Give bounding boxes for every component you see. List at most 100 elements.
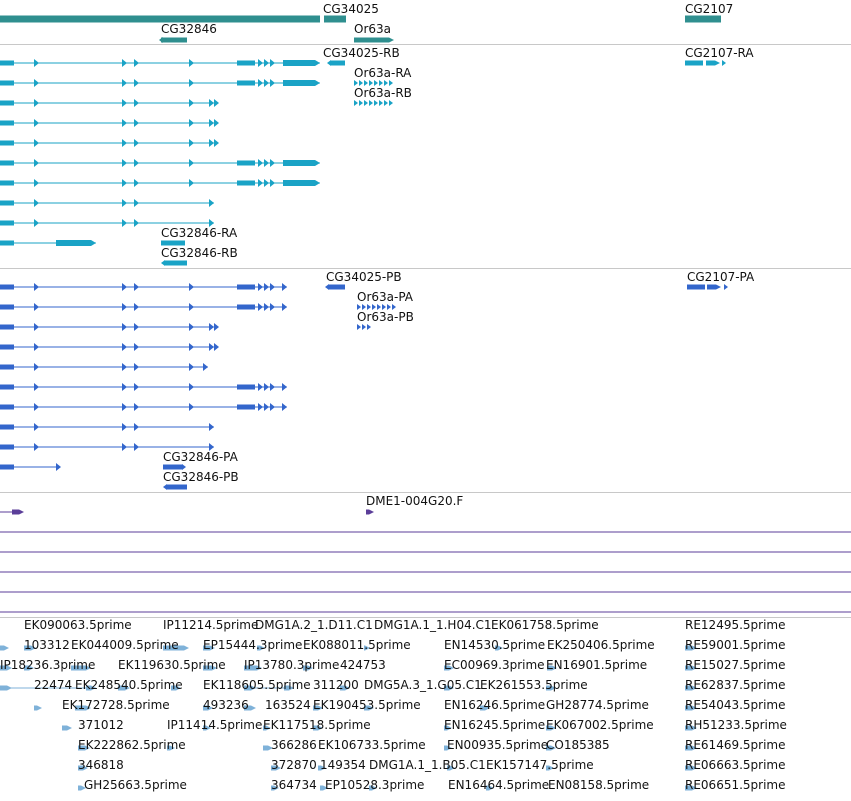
exon-box[interactable]: [331, 60, 345, 66]
strand-arrow[interactable]: [203, 363, 208, 371]
est-label[interactable]: RE62837.5prime: [685, 678, 786, 692]
strand-arrow[interactable]: [122, 139, 127, 147]
strand-arrow[interactable]: [209, 323, 214, 331]
exon-box[interactable]: [0, 404, 14, 410]
est-glyph[interactable]: [167, 745, 175, 751]
est-label[interactable]: GH25663.5prime: [84, 778, 187, 792]
transcript-label-cg32846-pb[interactable]: CG32846-PB: [163, 470, 239, 484]
strand-arrow[interactable]: [367, 324, 371, 330]
strand-arrow[interactable]: [34, 219, 39, 227]
strand-arrow[interactable]: [264, 383, 269, 391]
est-glyph[interactable]: [444, 685, 454, 691]
est-label[interactable]: EK067002.5prime: [546, 718, 654, 732]
strand-arrow[interactable]: [209, 219, 214, 227]
est-label[interactable]: RE59001.5prime: [685, 638, 786, 652]
strand-arrow[interactable]: [374, 80, 378, 86]
exon-box[interactable]: [167, 484, 187, 490]
est-label[interactable]: EK172728.5prime: [62, 698, 170, 712]
exon-arrow[interactable]: [283, 180, 320, 186]
est-label[interactable]: EK222862.5prime: [78, 738, 186, 752]
strand-arrow[interactable]: [122, 159, 127, 167]
strand-arrow[interactable]: [189, 303, 194, 311]
strand-arrow[interactable]: [258, 159, 263, 167]
est-label[interactable]: EN16246.5prime: [444, 698, 546, 712]
est-glyph[interactable]: [447, 765, 455, 771]
est-label[interactable]: EN16901.5prime: [546, 658, 648, 672]
strand-arrow[interactable]: [359, 100, 363, 106]
gene-label-or63a[interactable]: Or63a: [354, 22, 392, 36]
est-glyph[interactable]: [320, 785, 328, 791]
strand-arrow[interactable]: [122, 443, 127, 451]
strand-arrow[interactable]: [282, 283, 287, 291]
strand-arrow[interactable]: [282, 303, 287, 311]
strand-arrow[interactable]: [367, 304, 371, 310]
strand-arrow[interactable]: [387, 304, 391, 310]
est-glyph[interactable]: [257, 645, 265, 651]
strand-arrow[interactable]: [122, 99, 127, 107]
strand-arrow[interactable]: [264, 159, 269, 167]
strand-arrow[interactable]: [189, 283, 194, 291]
est-glyph[interactable]: [86, 685, 96, 691]
est-glyph[interactable]: [303, 665, 313, 671]
strand-arrow[interactable]: [34, 99, 39, 107]
strand-arrow[interactable]: [189, 383, 194, 391]
strand-arrow[interactable]: [189, 79, 194, 87]
transcript-label-cg32846-ra[interactable]: CG32846-RA: [161, 226, 238, 240]
est-label[interactable]: RE61469.5prime: [685, 738, 786, 752]
est-label[interactable]: IP18236.3prime: [0, 658, 96, 672]
strand-arrow[interactable]: [362, 324, 366, 330]
strand-arrow[interactable]: [372, 304, 376, 310]
transcript-label-cg2107-ra[interactable]: CG2107-RA: [685, 46, 754, 60]
est-label[interactable]: EK106733.5prime: [318, 738, 426, 752]
exon-box[interactable]: [237, 80, 255, 86]
est-glyph[interactable]: [546, 725, 556, 731]
strand-arrow[interactable]: [264, 79, 269, 87]
est-glyph[interactable]: [75, 705, 91, 711]
strand-arrow[interactable]: [264, 403, 269, 411]
strand-arrow[interactable]: [362, 304, 366, 310]
exon-box[interactable]: [237, 404, 255, 410]
exon-box[interactable]: [161, 240, 185, 246]
exon-box[interactable]: [0, 60, 14, 66]
est-label[interactable]: CO185385: [546, 738, 610, 752]
strand-arrow[interactable]: [377, 304, 381, 310]
est-glyph[interactable]: [444, 725, 452, 731]
strand-arrow-left[interactable]: [161, 260, 165, 266]
est-glyph[interactable]: [271, 765, 281, 771]
strand-arrow[interactable]: [134, 79, 139, 87]
est-glyph[interactable]: [118, 685, 130, 691]
strand-arrow[interactable]: [34, 303, 39, 311]
strand-arrow[interactable]: [34, 139, 39, 147]
exon-box[interactable]: [0, 80, 14, 86]
strand-arrow[interactable]: [122, 79, 127, 87]
est-glyph[interactable]: [364, 645, 370, 651]
strand-arrow[interactable]: [34, 119, 39, 127]
strand-arrow[interactable]: [384, 100, 388, 106]
strand-arrow[interactable]: [357, 304, 361, 310]
strand-arrow[interactable]: [214, 99, 219, 107]
gene-cg34025[interactable]: [0, 15, 320, 23]
exon-box[interactable]: [163, 464, 183, 470]
strand-arrow[interactable]: [258, 383, 263, 391]
strand-arrow[interactable]: [122, 59, 127, 67]
strand-arrow[interactable]: [134, 283, 139, 291]
est-glyph[interactable]: [444, 665, 454, 671]
strand-arrow[interactable]: [357, 324, 361, 330]
gene-label-cg32846[interactable]: CG32846: [161, 22, 217, 36]
strand-arrow[interactable]: [354, 80, 358, 86]
strand-arrow[interactable]: [384, 80, 388, 86]
est-label[interactable]: EP10528.3prime: [325, 778, 425, 792]
est-label[interactable]: 311200: [313, 678, 359, 692]
est-glyph[interactable]: [244, 705, 256, 711]
est-label[interactable]: DMG5A.3_1.G05.C1: [364, 678, 482, 692]
est-label[interactable]: IP13780.3prime: [244, 658, 340, 672]
alignment-arrow[interactable]: [12, 509, 24, 515]
transcript-label-cg32846-rb[interactable]: CG32846-RB: [161, 246, 238, 260]
exon-box[interactable]: [237, 384, 255, 390]
strand-arrow-left[interactable]: [327, 60, 331, 66]
est-glyph[interactable]: [284, 685, 294, 691]
est-label[interactable]: EK088011.5prime: [303, 638, 411, 652]
est-glyph[interactable]: [24, 645, 36, 651]
est-label[interactable]: 371012: [78, 718, 124, 732]
strand-arrow[interactable]: [189, 139, 194, 147]
